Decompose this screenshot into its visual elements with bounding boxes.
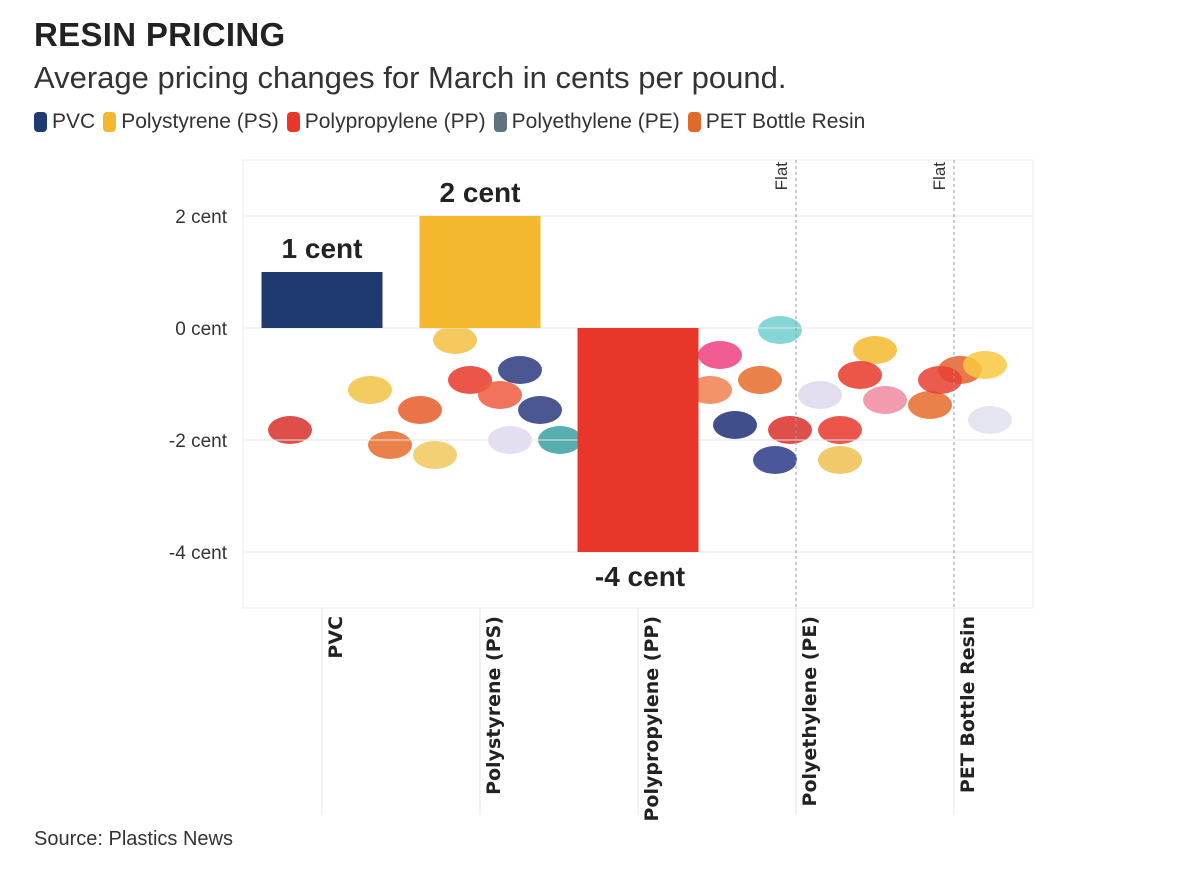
data-label: 1 cent <box>282 233 363 264</box>
legend-item: Polystyrene (PS) <box>103 110 279 134</box>
pellet <box>863 386 907 414</box>
data-label: Flat <box>772 162 791 191</box>
x-tick-label: PVC <box>325 616 347 659</box>
legend-label: PVC <box>52 110 96 133</box>
bar <box>577 328 699 552</box>
pellet <box>758 316 802 344</box>
pellet <box>908 391 952 419</box>
legend-swatch <box>687 112 701 132</box>
pellet <box>798 381 842 409</box>
legend-item: PET Bottle Resin <box>687 110 866 134</box>
legend-label: PET Bottle Resin <box>705 110 866 133</box>
pellet <box>968 406 1012 434</box>
pellet <box>838 361 882 389</box>
y-tick-label: 2 cent <box>175 207 227 228</box>
data-label: 2 cent <box>440 177 521 208</box>
pellet <box>433 326 477 354</box>
legend-swatch <box>103 112 117 132</box>
pellet <box>698 341 742 369</box>
pellet <box>498 356 542 384</box>
pellet <box>963 351 1007 379</box>
bar <box>261 272 383 328</box>
x-tick-label: Polypropylene (PP) <box>641 616 663 822</box>
pellet <box>768 416 812 444</box>
pellet <box>818 446 862 474</box>
x-tick-label: PET Bottle Resin <box>957 616 979 793</box>
pellet <box>738 366 782 394</box>
pellet <box>348 376 392 404</box>
legend: PVC Polystyrene (PS) Polypropylene (PP) Pol… <box>34 110 865 134</box>
x-tick-label: Polyethylene (PE) <box>799 616 821 806</box>
y-tick-label: -2 cent <box>169 431 228 452</box>
chart-subtitle: Average pricing changes for March in cen… <box>34 60 787 95</box>
pellet <box>753 446 797 474</box>
legend-swatch <box>34 112 47 132</box>
pellet <box>268 416 312 444</box>
pellet <box>713 411 757 439</box>
x-tick-label: Polystyrene (PS) <box>483 616 505 795</box>
legend-swatch <box>493 112 507 132</box>
legend-label: Polypropylene (PP) <box>304 110 486 133</box>
data-label: Flat <box>930 162 949 191</box>
legend-item: PVC <box>34 110 95 134</box>
pellet <box>413 441 457 469</box>
pellet <box>368 431 412 459</box>
legend-swatch <box>286 112 300 132</box>
pellet <box>818 416 862 444</box>
source-note: Source: Plastics News <box>34 828 233 850</box>
y-tick-label: 0 cent <box>175 319 227 340</box>
data-label: -4 cent <box>595 561 685 592</box>
pellet <box>398 396 442 424</box>
pellet <box>688 376 732 404</box>
legend-label: Polyethylene (PE) <box>511 110 680 133</box>
legend-item: Polypropylene (PP) <box>286 110 486 134</box>
bar <box>419 216 541 328</box>
pellet <box>448 366 492 394</box>
pellet <box>518 396 562 424</box>
chart-title: RESIN PRICING <box>34 16 286 53</box>
pellet <box>478 381 522 409</box>
pellet <box>853 336 897 364</box>
pellet <box>918 366 962 394</box>
legend-label: Polystyrene (PS) <box>121 110 279 133</box>
legend-item: Polyethylene (PE) <box>493 110 680 134</box>
y-tick-label: -4 cent <box>169 543 228 564</box>
